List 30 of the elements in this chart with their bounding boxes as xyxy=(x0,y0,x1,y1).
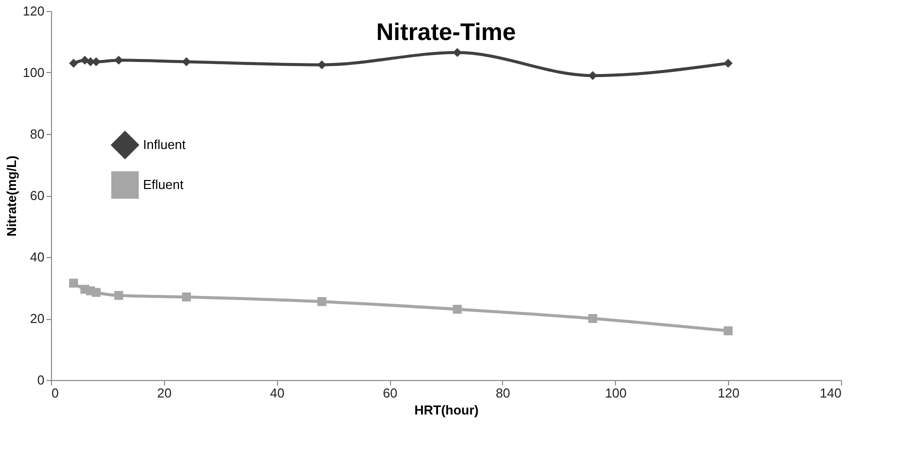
legend-label: Influent xyxy=(143,137,186,152)
y-tick-label: 0 xyxy=(37,372,44,388)
point xyxy=(69,278,78,288)
legend-label: Efluent xyxy=(143,177,184,192)
y-axis-title: Nitrate(mg/L) xyxy=(4,156,19,236)
x-axis-title: HRT(hour) xyxy=(414,402,479,418)
y-tick-label: 100 xyxy=(22,65,44,80)
point xyxy=(452,304,462,314)
y-tick-label: 120 xyxy=(22,4,44,18)
point xyxy=(724,326,733,336)
x-tick-label: 0 xyxy=(52,386,59,400)
x-tick-label: 60 xyxy=(382,386,398,400)
point xyxy=(588,314,598,323)
y-tick-label: 80 xyxy=(30,126,44,142)
x-tick-label: 140 xyxy=(820,386,842,400)
point xyxy=(92,288,101,297)
x-tick-label: 40 xyxy=(270,386,284,400)
x-tick-label: 20 xyxy=(157,386,172,400)
x-tick-label: 120 xyxy=(718,386,740,400)
x-tick-label: 100 xyxy=(604,386,627,400)
point xyxy=(724,58,733,68)
chart-title: Nitrate-Time xyxy=(376,19,516,46)
point xyxy=(317,297,326,306)
point xyxy=(114,290,124,300)
x-tick-label: 80 xyxy=(496,386,510,400)
y-tick-label: 40 xyxy=(30,250,44,264)
y-tick-label: 20 xyxy=(30,311,44,326)
point xyxy=(69,58,78,68)
y-tick-label: 60 xyxy=(30,188,44,203)
point xyxy=(182,292,191,302)
